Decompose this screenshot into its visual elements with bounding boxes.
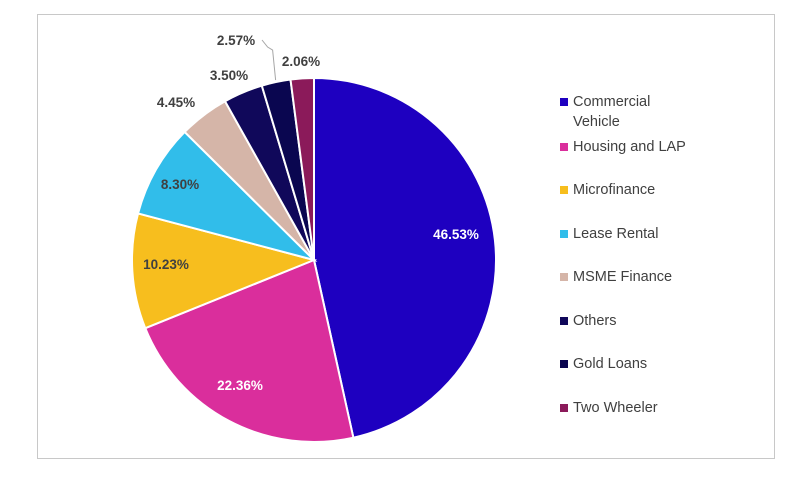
- legend-label: Lease Rental: [573, 226, 659, 242]
- legend-label: Two Wheeler: [573, 400, 658, 416]
- legend-label: MSME Finance: [573, 269, 673, 285]
- pie-slice-housing-and-lap: [143, 258, 355, 443]
- legend-swatch: [560, 186, 568, 194]
- legend-item-others: Others: [560, 311, 693, 331]
- data-label-msme-finance: 4.45%: [157, 95, 195, 110]
- legend-label: Gold Loans: [573, 356, 648, 372]
- legend-swatch: [560, 143, 568, 151]
- pie-slice-two-wheeler: [289, 76, 315, 261]
- legend-label: Others: [573, 313, 617, 329]
- legend-swatch: [560, 98, 568, 106]
- data-label-two-wheeler: 2.06%: [282, 54, 320, 69]
- leader-line: [261, 39, 277, 81]
- legend-label: Housing and LAP: [573, 139, 686, 155]
- data-label-lease-rental: 8.30%: [161, 177, 199, 192]
- pie-slice-commercial-vehicle: [313, 76, 497, 439]
- pie-slice-microfinance: [131, 212, 318, 330]
- legend-label: Commercial Vehicle: [573, 94, 651, 130]
- legend-label: Microfinance: [573, 182, 656, 198]
- legend-swatch: [560, 230, 568, 238]
- data-label-gold-loans: 2.57%: [217, 33, 255, 48]
- data-label-commercial-vehicle: 46.53%: [433, 227, 479, 242]
- legend-item-msme-finance: MSME Finance: [560, 267, 693, 287]
- legend-swatch: [560, 404, 568, 412]
- legend-item-two-wheeler: Two Wheeler: [560, 398, 693, 418]
- legend-swatch: [560, 273, 568, 281]
- data-label-microfinance: 10.23%: [143, 257, 189, 272]
- legend-swatch: [560, 360, 568, 368]
- legend-item-lease-rental: Lease Rental: [560, 224, 693, 244]
- legend-swatch: [560, 317, 568, 325]
- data-label-housing-and-lap: 22.36%: [217, 378, 263, 393]
- legend-item-housing-and-lap: Housing and LAP: [560, 137, 693, 157]
- pie-slice-lease-rental: [136, 130, 318, 262]
- data-label-others: 3.50%: [210, 68, 248, 83]
- legend-item-gold-loans: Gold Loans: [560, 354, 693, 374]
- legend-item-commercial-vehicle: Commercial Vehicle: [560, 92, 693, 132]
- legend-item-microfinance: Microfinance: [560, 180, 693, 200]
